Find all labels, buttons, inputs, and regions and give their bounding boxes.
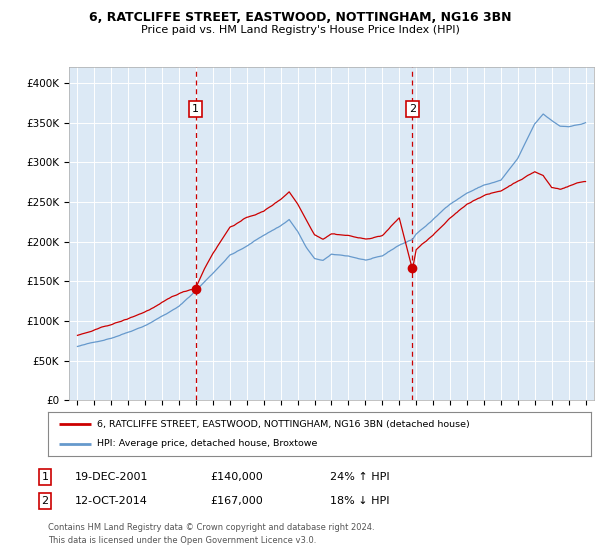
Text: £167,000: £167,000 — [210, 496, 263, 506]
Text: 6, RATCLIFFE STREET, EASTWOOD, NOTTINGHAM, NG16 3BN (detached house): 6, RATCLIFFE STREET, EASTWOOD, NOTTINGHA… — [97, 419, 470, 428]
Text: 24% ↑ HPI: 24% ↑ HPI — [330, 472, 389, 482]
Text: 12-OCT-2014: 12-OCT-2014 — [75, 496, 148, 506]
Text: 2: 2 — [41, 496, 49, 506]
Text: 1: 1 — [41, 472, 49, 482]
Text: £140,000: £140,000 — [210, 472, 263, 482]
Text: HPI: Average price, detached house, Broxtowe: HPI: Average price, detached house, Brox… — [97, 440, 317, 449]
Text: 1: 1 — [192, 104, 199, 114]
Text: Contains HM Land Registry data © Crown copyright and database right 2024.: Contains HM Land Registry data © Crown c… — [48, 523, 374, 532]
Text: 18% ↓ HPI: 18% ↓ HPI — [330, 496, 389, 506]
Text: This data is licensed under the Open Government Licence v3.0.: This data is licensed under the Open Gov… — [48, 536, 316, 545]
Text: 6, RATCLIFFE STREET, EASTWOOD, NOTTINGHAM, NG16 3BN: 6, RATCLIFFE STREET, EASTWOOD, NOTTINGHA… — [89, 11, 511, 24]
Text: 19-DEC-2001: 19-DEC-2001 — [75, 472, 149, 482]
Text: 2: 2 — [409, 104, 416, 114]
Text: Price paid vs. HM Land Registry's House Price Index (HPI): Price paid vs. HM Land Registry's House … — [140, 25, 460, 35]
